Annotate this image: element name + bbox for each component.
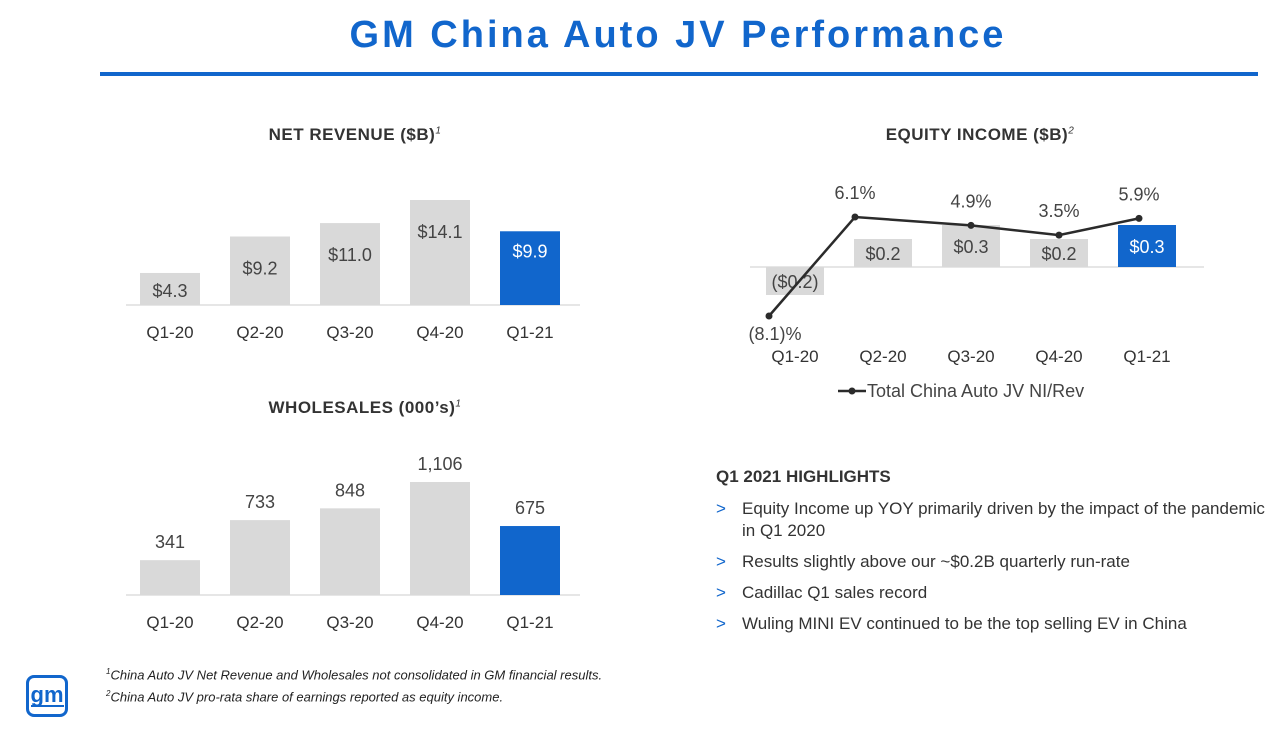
data-label: $9.9: [512, 241, 547, 261]
data-label: $0.3: [1129, 237, 1164, 257]
data-label: 341: [155, 532, 185, 552]
wholesales-chart: 341 Q1-20 733 Q2-20 848 Q3-20 1,106 Q4-20 675 Q1-…: [126, 454, 580, 632]
chevron-right-icon: >: [716, 583, 726, 602]
highlights-title: Q1 2021 HIGHLIGHTS: [716, 467, 891, 486]
line-point: [851, 213, 859, 221]
x-tick-label: Q2-20: [859, 347, 906, 366]
bar: [410, 200, 470, 305]
list-item: > Results slightly above our ~$0.2B quart…: [716, 552, 1130, 571]
title-divider: [100, 72, 1258, 76]
equity-income-title: EQUITY INCOME ($B)2: [885, 125, 1075, 144]
chevron-right-icon: >: [716, 614, 726, 633]
list-item: > Wuling MINI EV continued to be the top …: [716, 614, 1187, 633]
x-tick-label: Q3-20: [326, 323, 373, 342]
highlights-list: > Equity Income up YOY primarily driven b…: [716, 498, 1276, 644]
equity-income-chart: ($0.2) Q1-20 $0.2 Q2-20 $0.3 Q3-20 $0.2 Q4-20 $0…: [748, 183, 1204, 401]
x-tick-label: Q4-20: [1035, 347, 1082, 366]
footnote-2: 2China Auto JV pro-rata share of earning…: [106, 689, 504, 705]
legend-marker: [848, 387, 856, 395]
x-tick-label: Q1-21: [1123, 347, 1170, 366]
data-label: 1,106: [417, 454, 462, 474]
x-tick-label: Q4-20: [416, 613, 463, 632]
gm-logo: gm: [26, 675, 68, 717]
line-point: [967, 221, 975, 229]
bar: [230, 520, 290, 595]
data-label: ($0.2): [771, 272, 818, 292]
x-tick-label: Q1-20: [146, 323, 193, 342]
page-title: GM China Auto JV Performance: [349, 14, 1007, 56]
x-tick-label: Q2-20: [236, 613, 283, 632]
line-data-label: 4.9%: [950, 191, 991, 211]
net-revenue-title: NET REVENUE ($B)1: [268, 125, 442, 144]
line-point: [765, 312, 773, 320]
wholesales-title: WHOLESALES (000’s)1: [268, 398, 462, 417]
data-label: $9.2: [242, 258, 277, 278]
data-label: $0.2: [865, 244, 900, 264]
bar: [1030, 239, 1088, 267]
bar: [1118, 225, 1176, 267]
net-revenue-chart: $4.3 Q1-20 $9.2 Q2-20 $11.0 Q3-20 $14.1 Q4-20 $9…: [126, 200, 580, 342]
data-label: 675: [515, 498, 545, 518]
list-item: > Cadillac Q1 sales record: [716, 583, 928, 602]
line-point: [1055, 231, 1063, 239]
list-item: > Equity Income up YOY primarily driven b…: [716, 499, 1265, 540]
bar: [854, 239, 912, 267]
bar: [500, 526, 560, 595]
data-label: $14.1: [417, 222, 462, 242]
x-tick-label: Q1-20: [146, 613, 193, 632]
data-label: $0.3: [953, 237, 988, 257]
bar: [140, 560, 200, 595]
bar: [140, 272, 200, 305]
data-label: $4.3: [152, 281, 187, 301]
bar: [766, 267, 824, 295]
line-data-label: (8.1)%: [748, 324, 801, 344]
line-point: [1135, 214, 1143, 222]
bar: [942, 225, 1000, 267]
data-label: $11.0: [328, 245, 372, 265]
data-label: 848: [335, 480, 365, 500]
bar: [320, 508, 380, 595]
x-tick-label: Q2-20: [236, 323, 283, 342]
line-data-label: 5.9%: [1118, 184, 1159, 204]
x-tick-label: Q3-20: [326, 613, 373, 632]
footnote-1: 1China Auto JV Net Revenue and Wholesale…: [106, 667, 603, 683]
chevron-right-icon: >: [716, 552, 726, 571]
data-label: 733: [245, 492, 275, 512]
x-tick-label: Q1-20: [771, 347, 818, 366]
footnotes: 1China Auto JV Net Revenue and Wholesale…: [106, 662, 602, 707]
bar: [230, 236, 290, 305]
legend-label: Total China Auto JV NI/Rev: [867, 381, 1084, 401]
bar: [410, 482, 470, 595]
line-data-label: 6.1%: [834, 183, 875, 203]
data-label: $0.2: [1041, 244, 1076, 264]
x-tick-label: Q1-21: [506, 613, 553, 632]
x-tick-label: Q4-20: [416, 323, 463, 342]
line-data-label: 3.5%: [1038, 201, 1079, 221]
bar: [320, 223, 380, 305]
chevron-right-icon: >: [716, 499, 726, 518]
x-tick-label: Q1-21: [506, 323, 553, 342]
bar: [500, 231, 560, 305]
x-tick-label: Q3-20: [947, 347, 994, 366]
